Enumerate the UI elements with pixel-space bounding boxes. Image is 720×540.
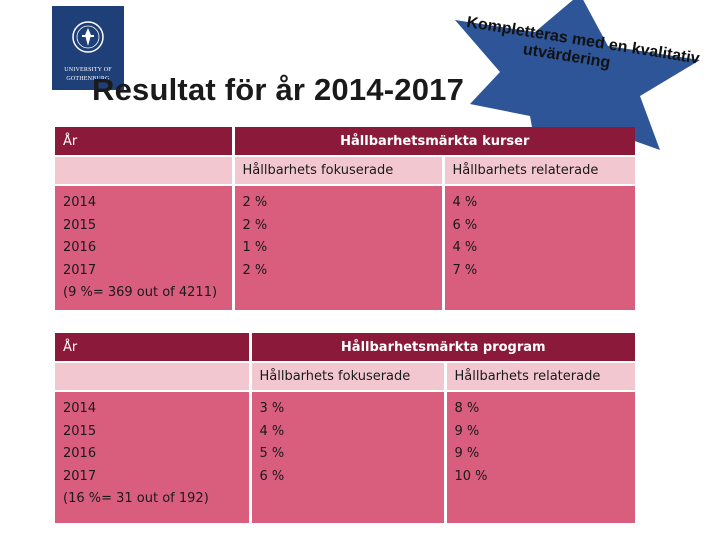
total-note: (9 %= 369 out of 4211) [63,285,218,300]
related-value: 9 % [454,446,480,461]
focused-value: 6 % [259,468,285,484]
programs-subheader-empty [55,361,250,391]
courses-header-row: År Hållbarhetsmärkta kurser [55,127,635,156]
focused-value: 2 % [242,217,268,233]
year-value: 2017 [63,262,97,278]
focused-value: 3 % [259,401,285,416]
university-seal-icon [72,21,104,53]
courses-subheader-row: Hållbarhets fokuserade Hållbarhets relat… [55,155,635,185]
courses-group-header: Hållbarhetsmärkta kurser [231,127,635,156]
total-note: (16 %= 31 out of 192) [63,491,209,506]
courses-data-row: 2014 2015 2016 2017 (9 %= 369 out of 421… [55,184,635,310]
courses-years-cell: 2014 2015 2016 2017 (9 %= 369 out of 421… [55,184,233,310]
starburst-badge [455,0,700,172]
programs-years-cell: 2014 2015 2016 2017 (16 %= 31 out of 192… [55,390,250,523]
programs-table: År Hållbarhetsmärkta program Hållbarhets… [55,333,635,523]
courses-year-header: År [55,127,233,156]
year-value: 2017 [63,468,97,484]
focused-value: 1 % [242,240,268,255]
programs-year-header: År [55,333,250,362]
programs-subheader-row: Hållbarhets fokuserade Hållbarhets relat… [55,361,635,391]
programs-data-row: 2014 2015 2016 2017 (16 %= 31 out of 192… [55,390,635,523]
programs-focused-header: Hållbarhets fokuserade [248,361,445,391]
focused-value: 2 % [242,195,268,210]
programs-header-row: År Hållbarhetsmärkta program [55,333,635,362]
related-value: 6 % [452,217,478,233]
courses-focused-header: Hållbarhets fokuserade [231,155,443,185]
programs-related-cell: 8 % 9 % 9 % 10 % [443,390,635,523]
related-value: 9 % [454,423,480,439]
year-value: 2016 [63,240,97,255]
programs-related-header: Hållbarhets relaterade [443,361,635,391]
related-value: 8 % [454,401,480,416]
courses-related-cell: 4 % 6 % 4 % 7 % [441,184,635,310]
related-value: 4 % [452,240,478,255]
page-title: Resultat för år 2014-2017 [92,72,465,107]
courses-table: År Hållbarhetsmärkta kurser Hållbarhets … [55,127,635,310]
focused-value: 2 % [242,262,268,278]
focused-value: 4 % [259,423,285,439]
year-value: 2014 [63,401,97,416]
related-value: 10 % [454,468,488,484]
year-value: 2015 [63,217,97,233]
courses-subheader-empty [55,155,233,185]
programs-focused-cell: 3 % 4 % 5 % 6 % [248,390,445,523]
year-value: 2015 [63,423,97,439]
programs-group-header: Hållbarhetsmärkta program [248,333,635,362]
logo-line-1: UNIVERSITY OF [64,67,112,73]
university-logo: UNIVERSITY OF GOTHENBURG [52,6,124,90]
starburst-shape [455,0,700,172]
courses-focused-cell: 2 % 2 % 1 % 2 % [231,184,443,310]
related-value: 4 % [452,195,478,210]
courses-related-header: Hållbarhets relaterade [441,155,635,185]
year-value: 2014 [63,195,97,210]
related-value: 7 % [452,262,478,278]
year-value: 2016 [63,446,97,461]
logo-line-2: GOTHENBURG [66,76,110,82]
focused-value: 5 % [259,446,285,461]
